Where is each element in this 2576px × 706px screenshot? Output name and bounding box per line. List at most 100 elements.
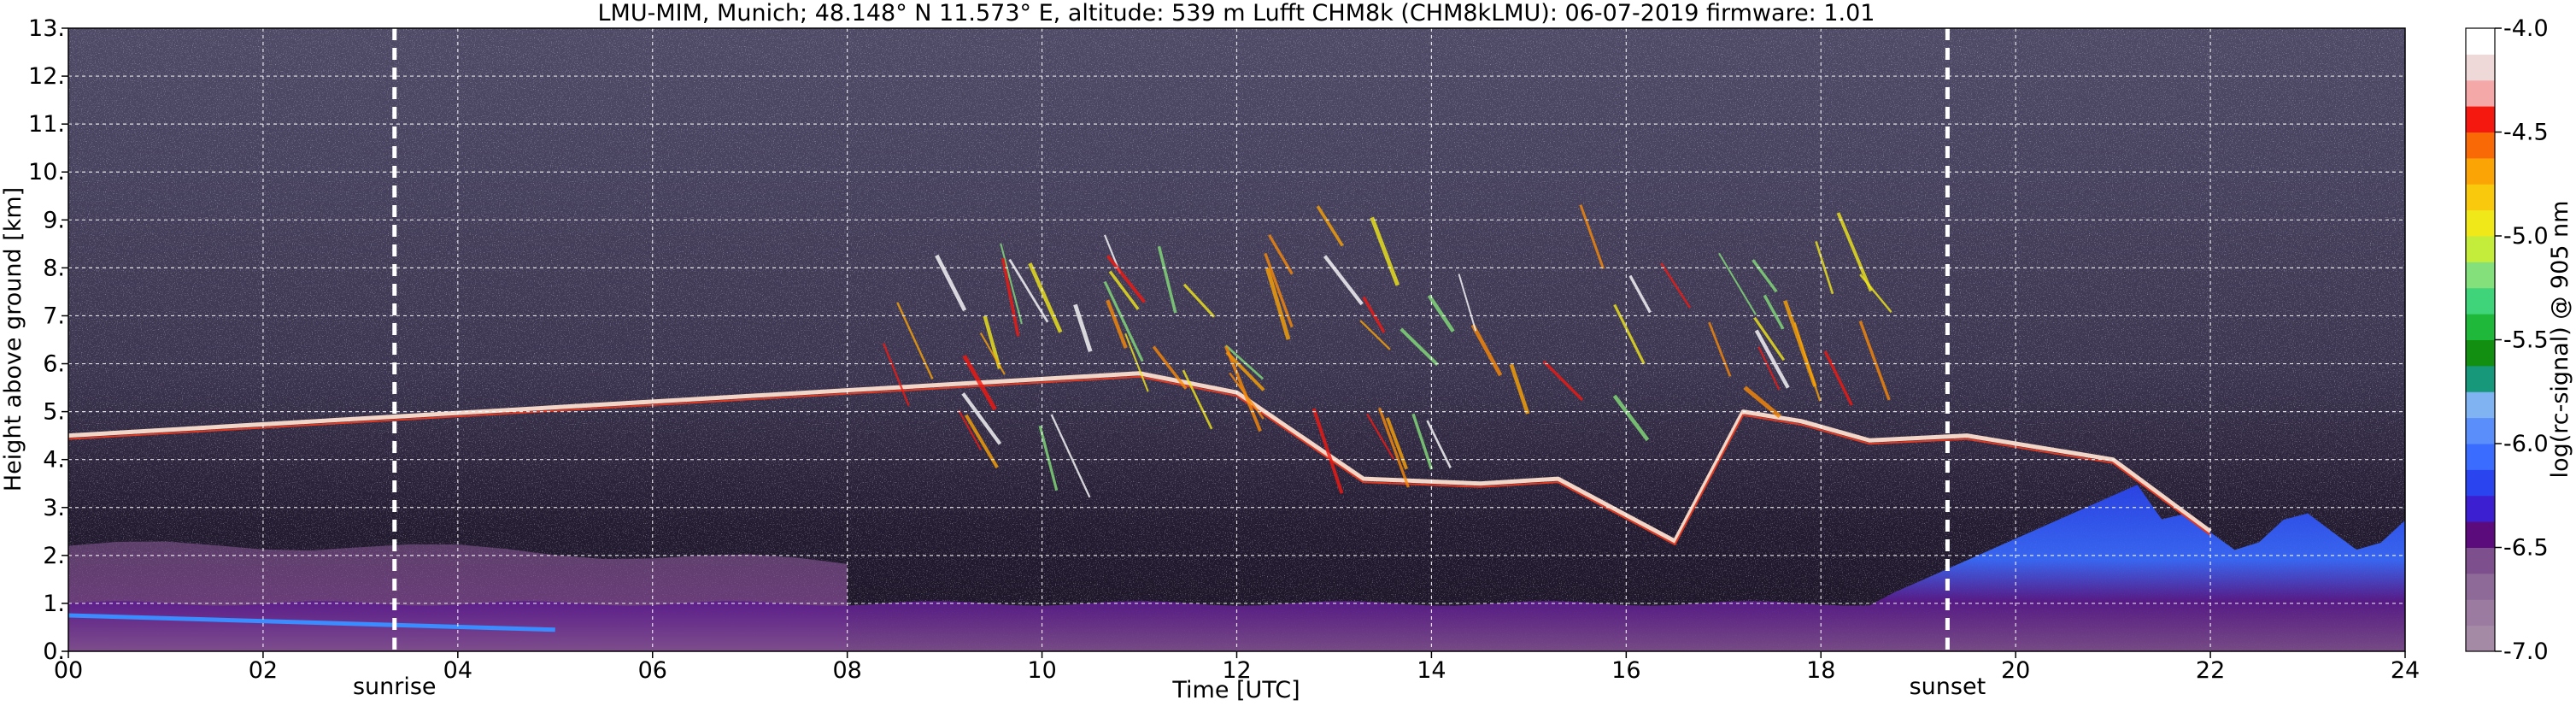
cirrus-streak [964,414,999,469]
colorbar: -7.0 -6.5 -6.0 -5.5 -5.0 -4.5 -4.0 [2465,15,2549,665]
cirrus-streak [1264,252,1294,328]
cirrus-streak [1757,346,1781,391]
colorbar-segment [2466,54,2495,81]
cirrus-streak [1106,299,1128,349]
colorbar-tick-label: -5.0 [2503,223,2549,250]
y-tick-label: 6. [43,351,65,378]
colorbar-segment [2466,106,2495,132]
x-tick-label: 22 [2196,657,2225,684]
cirrus-streak [979,332,1006,375]
colorbar-segment [2466,287,2495,315]
plot-area [67,27,2406,652]
cirrus-streak [1753,316,1786,362]
cirrus-streak [1823,350,1853,406]
colorbar-tick-label: -7.0 [2503,638,2549,665]
cirrus-streak [1542,360,1584,402]
cirrus-streak [1793,321,1822,402]
surface-layer-stripe [67,613,555,632]
cloud-base-edge [67,375,2211,546]
cirrus-streak [1028,262,1063,333]
grid-lines [68,28,2405,651]
y-tick-label: 13. [28,15,65,42]
cirrus-streak [1377,407,1410,488]
colorbar-segment [2466,547,2495,574]
cirrus-streak [1836,212,1873,292]
colorbar-segment [2466,28,2495,55]
cirrus-streak [1008,258,1049,323]
colorbar-segment [2466,262,2495,289]
colorbar-segment [2466,365,2495,392]
marker-label-sunset: sunset [1910,674,1986,700]
cirrus-streak [1073,303,1093,352]
y-tick-label: 11. [28,111,65,138]
cirrus-streak [1106,255,1146,303]
cirrus-streak [1359,320,1391,350]
cirrus-streak [1509,363,1530,415]
colorbar-segment [2466,157,2495,185]
cirrus-streak [1660,262,1692,309]
x-tick-label: 04 [443,657,472,684]
colorbar-tick-label: -4.0 [2503,15,2549,42]
cirrus-streak [1225,350,1265,391]
colorbar-segment [2466,444,2495,470]
y-tick-label: 9. [43,207,65,233]
colorbar-tick-label: -6.5 [2503,535,2549,562]
cirrus-streak [1754,329,1790,389]
cirrus-streak [1858,321,1891,401]
cirrus-streak [1362,296,1386,333]
colorbar-segment [2466,184,2495,211]
cirrus-streak [1050,414,1091,498]
cirrus-streak [961,392,1002,445]
y-tick-label: 10. [28,159,65,185]
sun-markers [392,28,1950,651]
cirrus-streak [1370,216,1400,286]
cirrus-streak [1743,385,1781,419]
cirrus-streak [1411,413,1434,470]
cirrus-streak [1265,268,1291,340]
cirrus-streak [1718,252,1757,315]
chart-title: LMU-MIM, Munich; 48.148° N 11.573° E, al… [598,0,1875,26]
cirrus-streak [1612,394,1650,442]
cirrus-streak [1763,294,1785,330]
y-tick-label: 5. [43,399,65,426]
y-axis-label: Height above ground [km] [0,187,26,491]
colorbar-tick-label: -4.5 [2503,120,2549,146]
colorbar-tick-label: -6.0 [2503,431,2549,457]
colorbar-segment [2466,209,2495,237]
x-tick-label: 06 [638,657,667,684]
colorbar-segment [2466,339,2495,367]
cirrus-streak [1613,303,1646,365]
colorbar-segment [2466,236,2495,262]
cirrus-streak [958,409,982,450]
colorbar-segment [2466,79,2495,107]
cirrus-streak [1708,321,1732,377]
cirrus-streak [1458,274,1477,332]
colorbar-segment [2466,573,2495,600]
cirrus-streak [1323,255,1364,306]
cirrus-streak [1124,332,1149,392]
y-tick-label: 0. [43,638,65,665]
y-tick-label: 12. [28,63,65,90]
colorbar-segment [2466,417,2495,444]
y-tick-label: 7. [43,303,65,329]
cirrus-streak [1316,205,1344,247]
x-tick-label: 20 [2001,657,2030,684]
cirrus-streak [1152,345,1188,390]
y-tick-label: 1. [43,591,65,617]
cirrus-streak [1815,240,1834,295]
cirrus-streak [1224,345,1262,432]
colorbar-segment [2466,469,2495,497]
cirrus-streak [962,355,997,411]
cirrus-streak [1628,274,1652,314]
cirrus-streak [1224,344,1265,380]
x-tick-label: 00 [54,657,83,684]
x-tick-label: 24 [2391,657,2420,684]
colorbar-segment [2466,625,2495,652]
cirrus-streak [1038,425,1059,491]
cirrus-streak [1426,420,1452,468]
cirrus-streak [1108,270,1140,310]
cirrus-streak [935,254,967,312]
colorbar-segment [2466,599,2495,627]
colorbar-segment [2466,521,2495,548]
